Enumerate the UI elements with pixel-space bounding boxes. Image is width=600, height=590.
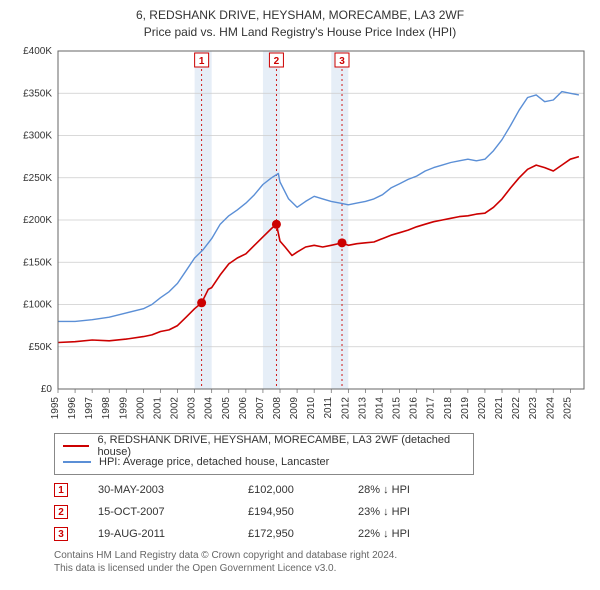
svg-text:£100K: £100K xyxy=(23,300,52,311)
svg-text:£400K: £400K xyxy=(23,46,52,57)
title-main: 6, REDSHANK DRIVE, HEYSHAM, MORECAMBE, L… xyxy=(10,8,590,22)
svg-text:£350K: £350K xyxy=(23,88,52,99)
svg-text:2000: 2000 xyxy=(135,397,146,420)
svg-text:£300K: £300K xyxy=(23,131,52,142)
footer-attribution: Contains HM Land Registry data © Crown c… xyxy=(54,549,590,575)
title-sub: Price paid vs. HM Land Registry's House … xyxy=(10,25,590,39)
svg-text:2008: 2008 xyxy=(272,397,283,420)
svg-text:2021: 2021 xyxy=(494,397,505,420)
svg-text:2001: 2001 xyxy=(152,397,163,420)
svg-text:2011: 2011 xyxy=(323,397,334,419)
svg-text:1999: 1999 xyxy=(118,397,129,420)
sale-delta: 28% ↓ HPI xyxy=(358,484,410,496)
sale-row: 3 19-AUG-2011 £172,950 22% ↓ HPI xyxy=(54,523,590,545)
svg-text:£200K: £200K xyxy=(23,215,52,226)
svg-text:2004: 2004 xyxy=(204,397,215,420)
svg-text:2010: 2010 xyxy=(306,397,317,420)
svg-text:1996: 1996 xyxy=(67,397,78,420)
sale-date: 30-MAY-2003 xyxy=(98,484,218,496)
sale-delta: 22% ↓ HPI xyxy=(358,528,410,540)
svg-text:2018: 2018 xyxy=(443,397,454,420)
sale-price: £194,950 xyxy=(248,506,328,518)
title-block: 6, REDSHANK DRIVE, HEYSHAM, MORECAMBE, L… xyxy=(10,8,590,39)
svg-text:2002: 2002 xyxy=(170,397,181,420)
svg-text:2012: 2012 xyxy=(340,397,351,420)
svg-text:2007: 2007 xyxy=(255,397,266,420)
svg-text:1997: 1997 xyxy=(84,397,95,420)
svg-text:2003: 2003 xyxy=(187,397,198,420)
sale-date: 15-OCT-2007 xyxy=(98,506,218,518)
svg-text:2017: 2017 xyxy=(426,397,437,420)
legend-item: 6, REDSHANK DRIVE, HEYSHAM, MORECAMBE, L… xyxy=(63,438,465,454)
svg-text:2016: 2016 xyxy=(409,397,420,420)
sales-list: 1 30-MAY-2003 £102,000 28% ↓ HPI 2 15-OCT-200… xyxy=(54,479,590,545)
footer-line-2: This data is licensed under the Open Gov… xyxy=(54,562,590,575)
svg-text:1: 1 xyxy=(199,56,205,67)
svg-text:2023: 2023 xyxy=(528,397,539,420)
legend-swatch xyxy=(63,445,89,447)
svg-text:2025: 2025 xyxy=(562,397,573,420)
footer-line-1: Contains HM Land Registry data © Crown c… xyxy=(54,549,590,562)
legend-swatch xyxy=(63,461,91,463)
svg-text:2005: 2005 xyxy=(221,397,232,420)
sale-marker: 2 xyxy=(54,505,68,519)
sale-price: £172,950 xyxy=(248,528,328,540)
sale-row: 1 30-MAY-2003 £102,000 28% ↓ HPI xyxy=(54,479,590,501)
svg-text:£50K: £50K xyxy=(29,342,53,353)
svg-text:2022: 2022 xyxy=(511,397,522,420)
sale-marker: 3 xyxy=(54,527,68,541)
page-container: 6, REDSHANK DRIVE, HEYSHAM, MORECAMBE, L… xyxy=(0,0,600,590)
svg-text:2013: 2013 xyxy=(357,397,368,420)
svg-text:2020: 2020 xyxy=(477,397,488,420)
svg-text:2006: 2006 xyxy=(238,397,249,420)
svg-text:3: 3 xyxy=(339,56,345,67)
svg-text:£150K: £150K xyxy=(23,257,52,268)
legend-label: HPI: Average price, detached house, Lanc… xyxy=(99,456,329,468)
svg-text:£250K: £250K xyxy=(23,173,52,184)
svg-text:2014: 2014 xyxy=(374,397,385,420)
legend-label: 6, REDSHANK DRIVE, HEYSHAM, MORECAMBE, L… xyxy=(97,434,465,458)
svg-text:£0: £0 xyxy=(41,384,53,395)
svg-text:2019: 2019 xyxy=(460,397,471,420)
sale-row: 2 15-OCT-2007 £194,950 23% ↓ HPI xyxy=(54,501,590,523)
svg-text:2: 2 xyxy=(274,56,280,67)
svg-text:2015: 2015 xyxy=(392,397,403,420)
svg-text:1995: 1995 xyxy=(50,397,61,420)
sale-price: £102,000 xyxy=(248,484,328,496)
legend: 6, REDSHANK DRIVE, HEYSHAM, MORECAMBE, L… xyxy=(54,433,474,475)
sale-date: 19-AUG-2011 xyxy=(98,528,218,540)
svg-text:1998: 1998 xyxy=(101,397,112,420)
svg-text:2009: 2009 xyxy=(289,397,300,420)
sale-delta: 23% ↓ HPI xyxy=(358,506,410,518)
svg-text:2024: 2024 xyxy=(545,397,556,420)
sale-marker: 1 xyxy=(54,483,68,497)
price-chart: £0 £50K £100K £150K £200K £250K £300K £350K £400… xyxy=(10,45,590,427)
chart-area: £0 £50K £100K £150K £200K £250K £300K £350K £400… xyxy=(10,45,590,427)
